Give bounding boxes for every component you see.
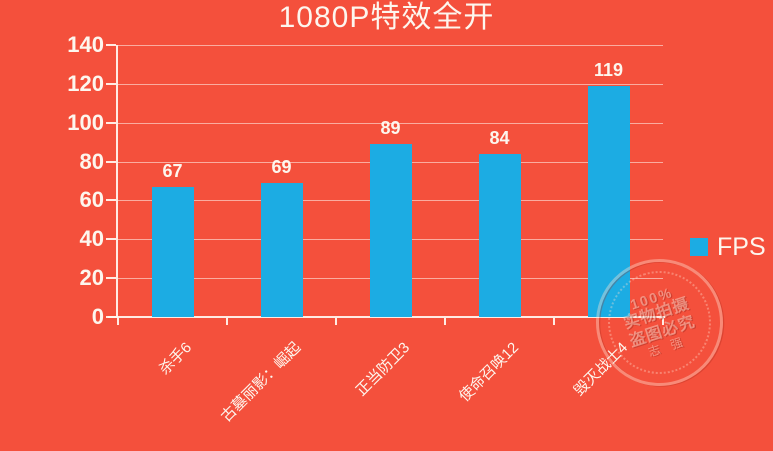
y-axis-tick-label: 40 (79, 226, 104, 252)
x-axis-tick (117, 318, 119, 325)
bar-古墓丽影：崛起 (260, 182, 303, 317)
x-axis-tick (444, 318, 446, 325)
plot-area: 0 20 40 60 80 100 120 140 67 杀手6 69 古墓丽影：崛起 89 正当防卫3 8… (67, 32, 665, 425)
x-axis-label: 正当防卫3 (352, 339, 413, 400)
bar-value-label: 119 (593, 59, 624, 80)
y-axis-tick-label: 100 (67, 109, 104, 135)
x-axis-line (108, 316, 665, 318)
bar-value-label: 84 (489, 127, 510, 148)
y-axis-tick-label: 20 (79, 265, 104, 291)
y-axis-line (116, 45, 118, 318)
y-axis-tick (106, 277, 116, 280)
x-axis-tick (335, 318, 337, 325)
bar-value-label: 67 (162, 160, 183, 181)
gridline (118, 83, 663, 85)
y-axis-tick-label: 60 (79, 187, 104, 213)
bar-使命召唤12 (478, 153, 521, 317)
x-axis-label: 杀手6 (155, 339, 195, 379)
bar-杀手6 (151, 186, 194, 317)
gridline (118, 122, 663, 124)
y-axis-tick-label: 80 (79, 148, 104, 174)
y-axis-tick-label: 120 (67, 70, 104, 96)
x-axis-tick (662, 318, 664, 325)
y-axis-tick (106, 44, 116, 46)
bar-value-label: 89 (380, 118, 401, 139)
x-axis-label: 使命召唤12 (455, 339, 522, 406)
x-axis-tick (226, 318, 228, 325)
y-axis-tick (106, 238, 116, 241)
y-axis-tick-label: 140 (67, 32, 104, 57)
legend: FPS (690, 229, 766, 265)
y-axis-tick-label: 0 (91, 304, 104, 329)
bar-毁灭战士4 (587, 85, 630, 317)
chart-title: 1080P特效全开 (278, 1, 495, 34)
x-axis-tick (553, 318, 555, 325)
y-axis-tick (106, 82, 116, 85)
x-axis-label: 古墓丽影：崛起 (217, 339, 304, 426)
legend-label-fps: FPS (717, 232, 766, 261)
y-axis-tick (106, 316, 116, 318)
legend-swatch-fps (690, 238, 708, 256)
y-axis-tick (106, 199, 116, 202)
bar-value-label: 69 (271, 156, 292, 177)
y-axis-tick (106, 121, 116, 124)
bar-正当防卫3 (369, 144, 412, 317)
y-axis-tick (106, 160, 116, 163)
gridline (118, 45, 663, 46)
